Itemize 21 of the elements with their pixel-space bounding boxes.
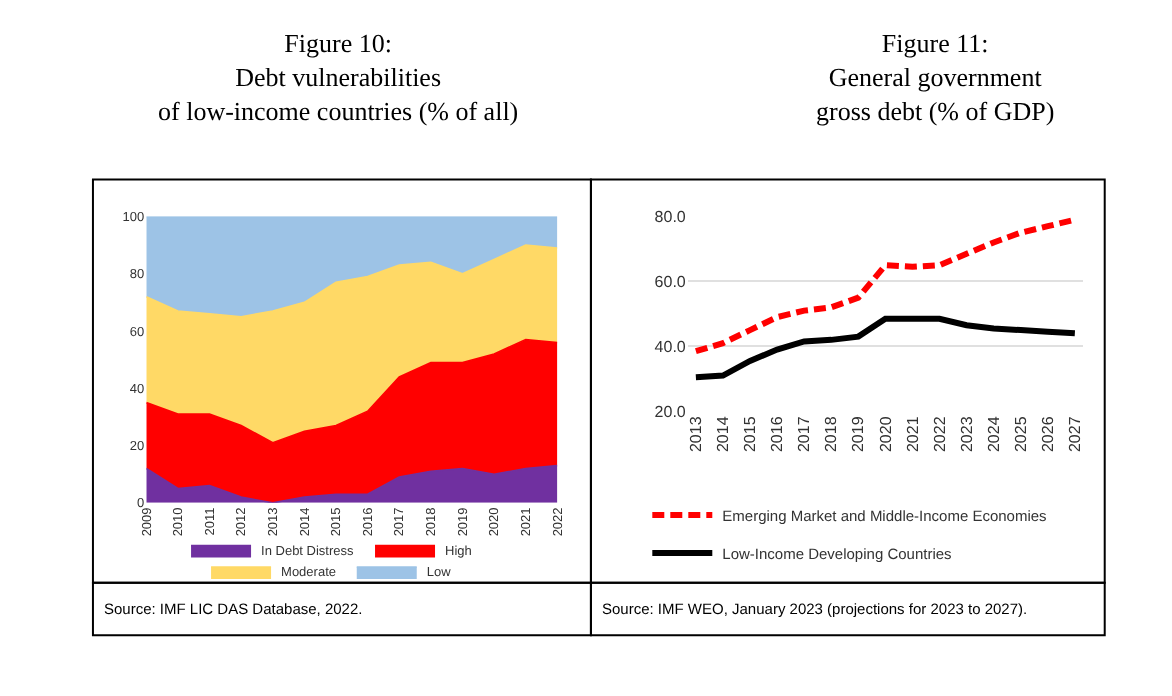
x-tick-label: 2023 (957, 415, 976, 453)
x-tick-label: 2025 (1011, 415, 1030, 453)
y-tick-label: 60.0 (654, 273, 687, 292)
chart-title: Figure 10: Debt vulnerabilities of low-income countries (% of all) (158, 28, 519, 126)
x-tick-label: 2026 (1039, 415, 1057, 453)
x-tick-label: 2018 (822, 415, 841, 453)
chart-title: Figure 11: General government gross debt (% of GDP) (816, 28, 1055, 126)
x-tick-label: 2013 (687, 415, 706, 453)
x-tick-label: 2014 (714, 415, 733, 453)
x-tick-label: 2017 (795, 415, 814, 453)
y-tick-label: 20.0 (654, 402, 687, 421)
x-tick-label: 2022 (930, 415, 949, 453)
x-tick-label: 2021 (903, 415, 922, 453)
y-tick-label: 40.0 (654, 337, 687, 356)
x-tick-label: 2020 (876, 415, 895, 453)
x-tick-label: 2019 (849, 415, 868, 453)
x-tick-label: 2016 (768, 415, 787, 453)
y-tick-label: 80.0 (654, 208, 687, 227)
x-tick-label: 2027 (1066, 415, 1085, 453)
x-tick-label: 2024 (984, 415, 1003, 453)
x-tick-label: 2015 (741, 415, 760, 453)
